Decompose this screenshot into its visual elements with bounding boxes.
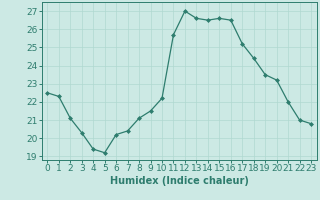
X-axis label: Humidex (Indice chaleur): Humidex (Indice chaleur): [110, 176, 249, 186]
